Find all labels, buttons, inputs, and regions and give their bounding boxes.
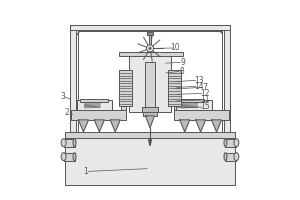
Text: 2: 2: [64, 108, 69, 117]
Text: 11: 11: [200, 95, 209, 104]
Text: 13: 13: [194, 76, 203, 85]
Polygon shape: [180, 120, 190, 132]
Ellipse shape: [234, 139, 239, 147]
Bar: [80, 99, 108, 102]
Ellipse shape: [73, 153, 76, 161]
Bar: [145, 62, 155, 112]
Bar: [64, 132, 236, 138]
Text: 12: 12: [200, 89, 209, 98]
Bar: [142, 107, 158, 112]
Ellipse shape: [224, 139, 227, 147]
Bar: [119, 70, 132, 106]
Text: 3: 3: [60, 92, 65, 101]
Bar: [226, 139, 236, 147]
Ellipse shape: [61, 139, 66, 147]
Text: 15: 15: [200, 102, 209, 111]
Text: 10: 10: [171, 43, 180, 52]
Bar: [174, 110, 230, 120]
Bar: [148, 35, 152, 48]
Bar: [176, 99, 204, 102]
Bar: [226, 153, 236, 161]
Polygon shape: [146, 116, 154, 128]
Ellipse shape: [224, 153, 227, 161]
Circle shape: [149, 47, 151, 50]
Bar: [121, 106, 126, 110]
Text: 1: 1: [83, 167, 88, 176]
Ellipse shape: [61, 153, 66, 161]
Polygon shape: [110, 120, 120, 132]
Text: 14: 14: [194, 82, 203, 91]
Ellipse shape: [73, 139, 76, 147]
Bar: [143, 108, 157, 116]
Bar: [147, 32, 153, 35]
Bar: [64, 134, 236, 185]
Polygon shape: [196, 120, 206, 132]
Bar: [168, 70, 181, 106]
Bar: [224, 25, 230, 132]
Circle shape: [146, 45, 154, 52]
Bar: [76, 100, 112, 110]
Bar: [70, 25, 230, 30]
Polygon shape: [79, 120, 88, 132]
Polygon shape: [212, 120, 221, 132]
Text: 8: 8: [179, 67, 184, 76]
Bar: [174, 106, 179, 110]
Bar: [129, 52, 171, 112]
Bar: [64, 139, 74, 147]
Bar: [70, 25, 76, 132]
Text: 7: 7: [202, 83, 207, 92]
Polygon shape: [148, 140, 152, 146]
Bar: [119, 52, 183, 56]
Text: 9: 9: [181, 58, 186, 67]
Bar: [176, 100, 211, 110]
Bar: [70, 110, 126, 120]
Ellipse shape: [234, 153, 239, 161]
Bar: [64, 153, 74, 161]
Polygon shape: [94, 120, 104, 132]
